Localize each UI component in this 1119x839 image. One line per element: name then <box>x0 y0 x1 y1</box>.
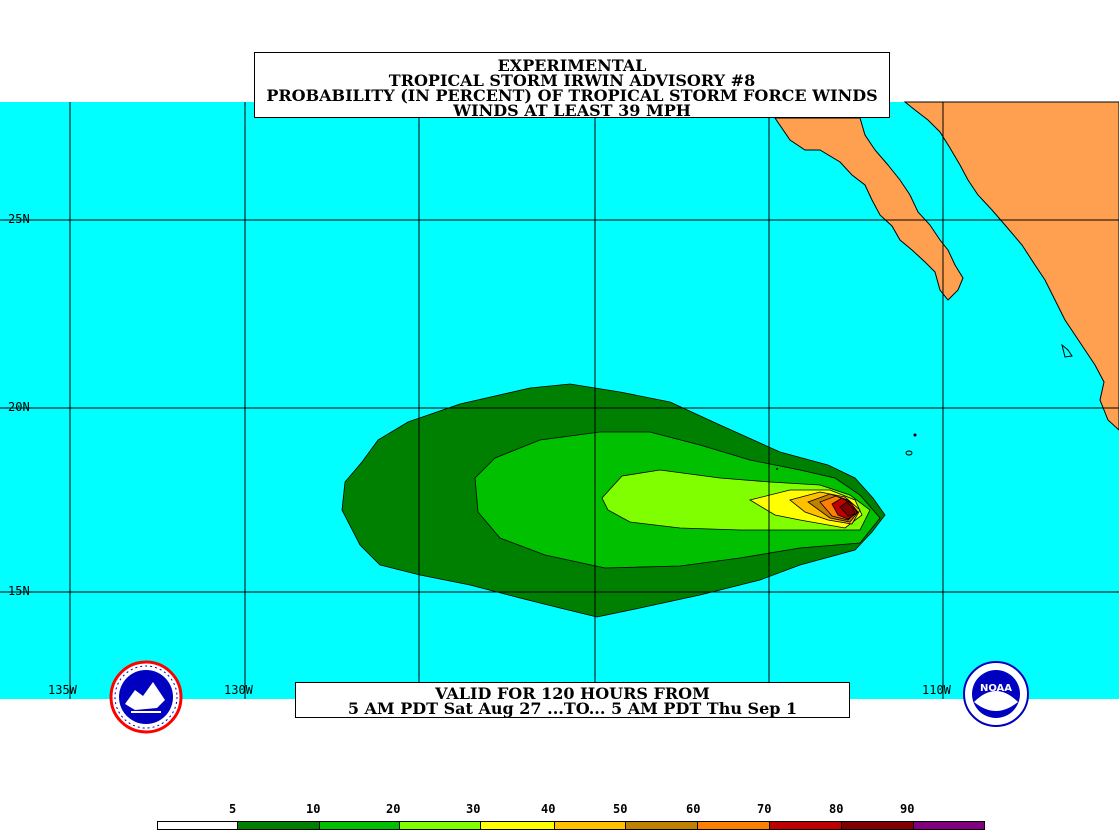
legend-swatch <box>399 821 481 830</box>
nws-logo-icon <box>109 660 183 734</box>
title-line-1: EXPERIMENTAL <box>497 56 647 75</box>
valid-period-box: VALID FOR 120 HOURS FROM 5 AM PDT Sat Au… <box>295 682 850 718</box>
island <box>913 433 917 437</box>
legend-label-90: 90 <box>900 802 915 816</box>
legend-color-bar <box>157 821 985 830</box>
lon-label-130w: 130W <box>224 683 253 697</box>
legend-swatch <box>697 821 770 830</box>
title-line-4: WINDS AT LEAST 39 MPH <box>453 101 691 120</box>
island <box>905 450 913 456</box>
mainland-mexico <box>903 101 1119 431</box>
title-line-2: TROPICAL STORM IRWIN ADVISORY #8 <box>388 71 756 90</box>
legend-label-5: 5 <box>229 802 237 816</box>
legend-swatch <box>625 821 698 830</box>
noaa-logo-text: NOAA <box>980 683 1012 694</box>
legend-swatch <box>769 821 842 830</box>
storm-speck <box>776 468 778 470</box>
legend-swatch <box>841 821 914 830</box>
lat-label-20n: 20N <box>8 400 30 414</box>
legend-swatch <box>913 821 985 830</box>
legend-swatch <box>319 821 400 830</box>
legend-label-60: 60 <box>686 802 701 816</box>
legend-swatch <box>157 821 238 830</box>
lon-label-110w: 110W <box>922 683 951 697</box>
valid-line-2: 5 AM PDT Sat Aug 27 ...TO... 5 AM PDT Th… <box>347 699 798 718</box>
legend-label-20: 20 <box>386 802 401 816</box>
legend-swatch <box>554 821 626 830</box>
legend-label-50: 50 <box>613 802 628 816</box>
legend-label-30: 30 <box>466 802 481 816</box>
legend-swatch <box>480 821 555 830</box>
grid <box>0 102 1119 699</box>
lat-label-25n: 25N <box>8 212 30 226</box>
noaa-logo-icon: NOAA <box>963 661 1029 727</box>
contour-80 <box>839 501 856 517</box>
title-line-3: PROBABILITY (IN PERCENT) OF TROPICAL STO… <box>266 86 878 105</box>
legend-label-40: 40 <box>541 802 556 816</box>
legend-label-80: 80 <box>829 802 844 816</box>
island <box>1061 343 1073 358</box>
legend-label-70: 70 <box>757 802 772 816</box>
lon-label-135w: 135W <box>48 683 77 697</box>
baja-california <box>774 117 964 301</box>
legend-swatch <box>237 821 320 830</box>
lat-label-15n: 15N <box>8 584 30 598</box>
title-box: EXPERIMENTAL TROPICAL STORM IRWIN ADVISO… <box>254 52 890 120</box>
legend-label-10: 10 <box>306 802 321 816</box>
valid-line-1: VALID FOR 120 HOURS FROM <box>435 684 710 703</box>
